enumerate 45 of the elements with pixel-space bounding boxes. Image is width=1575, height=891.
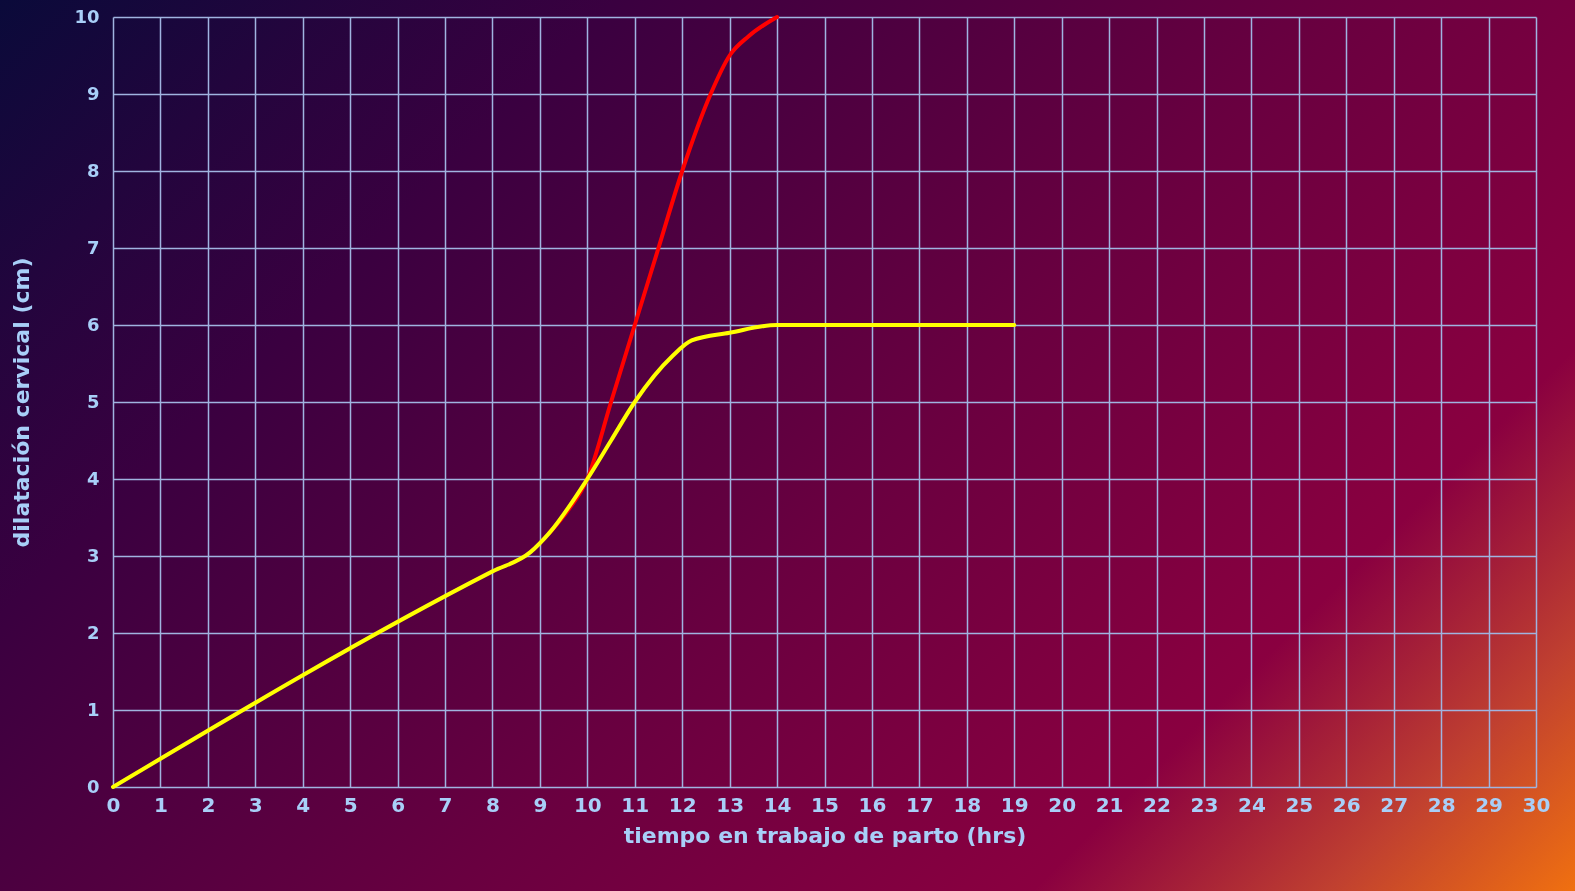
x-tick-label: 17 (905, 792, 934, 817)
x-tick-label: 9 (533, 792, 548, 817)
x-tick-label: 21 (1095, 792, 1124, 817)
x-tick-label: 18 (953, 792, 982, 817)
x-tick-label: 30 (1522, 792, 1551, 817)
x-tick-label: 20 (1048, 792, 1077, 817)
y-tick-label: 9 (86, 82, 100, 104)
x-tick-label: 16 (858, 792, 887, 817)
x-tick-label: 27 (1380, 792, 1409, 817)
line-series (111, 323, 1017, 789)
x-tick-label: 28 (1427, 792, 1456, 817)
x-tick-label: 6 (391, 792, 406, 817)
x-tick-label: 2 (201, 792, 216, 817)
x-tick-label: 5 (343, 792, 358, 817)
x-tick-label: 12 (668, 792, 697, 817)
x-tick-label: 1 (153, 792, 168, 817)
x-tick-label: 29 (1475, 792, 1503, 817)
y-tick-label: 5 (86, 390, 100, 412)
x-tick-label: 11 (621, 792, 650, 817)
x-tick-label: 24 (1237, 792, 1266, 817)
x-tick-label: 3 (248, 792, 263, 817)
y-axis-title: dilatación cervical (cm) (9, 257, 35, 548)
y-tick-label: 2 (86, 621, 100, 643)
y-tick-label: 10 (74, 5, 100, 27)
y-tick-label: 1 (86, 698, 100, 720)
x-tick-label: 8 (486, 792, 500, 817)
x-tick-label: 14 (763, 792, 792, 817)
x-tick-label: 0 (106, 792, 121, 817)
x-tick-label: 25 (1285, 792, 1314, 817)
y-tick-label: 4 (86, 467, 100, 489)
x-tick-label: 7 (438, 792, 453, 817)
x-tick-label: 26 (1332, 792, 1361, 817)
x-tick-label: 22 (1143, 792, 1171, 817)
x-tick-label: 15 (811, 792, 839, 817)
y-tick-label: 8 (86, 159, 100, 181)
x-tick-label: 19 (1000, 792, 1029, 817)
x-tick-label: 13 (716, 792, 745, 817)
y-tick-label: 0 (86, 775, 100, 797)
x-axis-title: tiempo en trabajo de parto (hrs) (623, 822, 1027, 848)
x-tick-label: 10 (573, 792, 602, 817)
y-tick-label: 7 (86, 236, 100, 258)
y-tick-label: 3 (86, 544, 100, 566)
y-tick-label: 6 (86, 313, 100, 335)
x-tick-label: 23 (1190, 792, 1219, 817)
x-tick-label: 4 (296, 792, 311, 817)
